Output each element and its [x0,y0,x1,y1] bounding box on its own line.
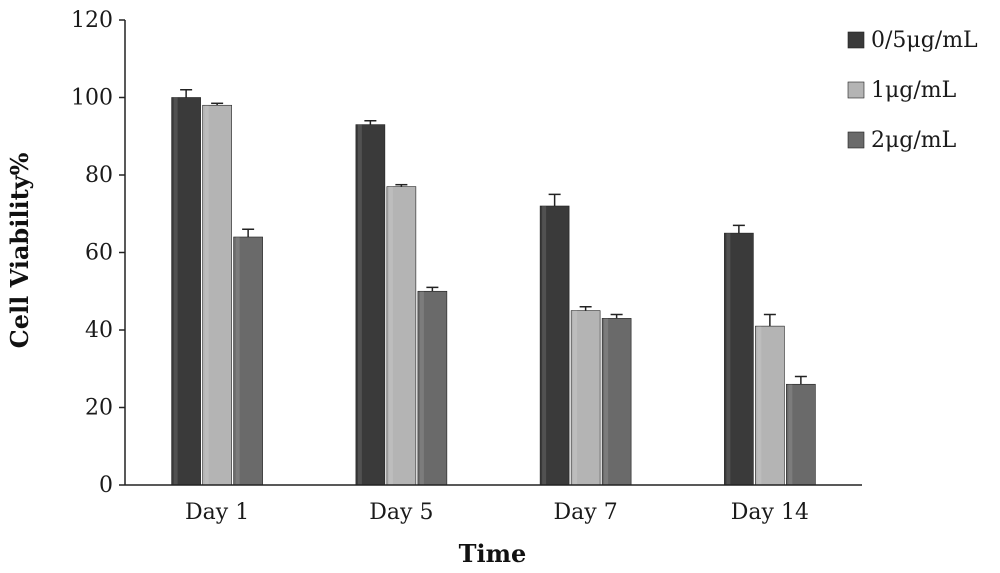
bar-highlight [357,124,362,485]
legend-swatch [847,31,865,49]
legend-label: 2μg/mL [871,128,957,153]
bar [786,383,816,486]
x-tick-label: Day 7 [554,500,618,525]
y-tick-label: 20 [85,396,113,421]
x-tick-label: Day 5 [369,500,433,525]
bar-highlight [419,291,424,485]
bar [570,310,601,486]
bar [417,290,448,486]
bar-highlight [573,310,578,485]
bar [202,104,232,486]
bar-highlight [604,318,609,485]
bar [386,186,417,486]
y-tick-label: 100 [71,86,113,111]
bar-highlight [204,105,209,485]
y-tick-label: 80 [85,163,113,188]
x-tick-label: Day 14 [731,500,809,525]
bar [755,325,785,486]
y-tick-label: 40 [85,318,113,343]
y-tick-label: 60 [85,241,113,266]
bar [171,97,201,486]
bar [724,232,754,486]
bar [355,124,386,486]
y-ticks-group: 0 20 40 60 80 100 120 [71,8,125,498]
y-tick-label: 120 [71,8,113,33]
legend-swatch [847,131,865,149]
y-axis-title: Cell Viability% [5,152,34,348]
x-axis-title: Time [459,539,527,568]
legend: 0/5μg/mL 1μg/mL 2μg/mL [847,28,978,153]
bar-highlight [235,237,240,485]
legend-label: 0/5μg/mL [871,28,978,53]
x-ticks-group: Day 1 Day 5 Day 7 Day 14 [185,500,809,525]
bar-highlight [757,326,762,485]
x-tick-label: Day 1 [185,500,249,525]
legend-swatch [847,81,865,99]
legend-label: 1μg/mL [871,78,957,103]
bar-highlight [726,233,731,485]
bar-highlight [788,384,793,485]
error-bars-group [180,89,807,385]
bar-highlight [173,97,178,485]
bar-highlight [388,186,393,485]
bars-group [171,97,816,486]
y-tick-label: 0 [99,473,113,498]
bar-highlight [542,206,547,485]
